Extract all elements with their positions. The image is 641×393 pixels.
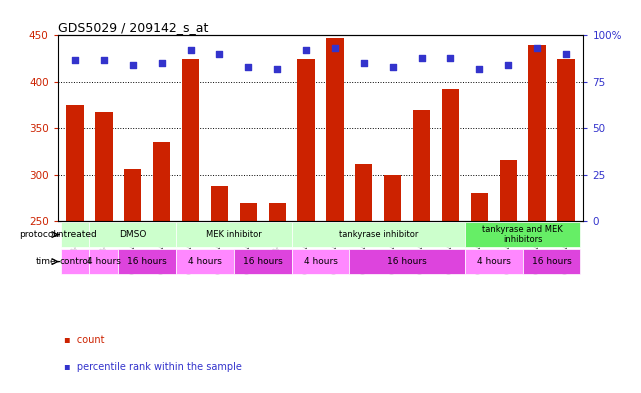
Text: time: time: [36, 257, 56, 266]
Text: DMSO: DMSO: [119, 230, 146, 239]
Point: [503, 62, 513, 68]
Bar: [176, 222, 292, 247]
Bar: [297, 59, 315, 221]
Point: [185, 47, 196, 53]
Bar: [292, 222, 465, 247]
Text: tankyrase and MEK
inhibitors: tankyrase and MEK inhibitors: [482, 225, 563, 244]
Point: [474, 66, 485, 72]
Point: [128, 62, 138, 68]
Bar: [90, 222, 176, 247]
Bar: [182, 59, 199, 221]
Text: GDS5029 / 209142_s_at: GDS5029 / 209142_s_at: [58, 21, 208, 34]
Text: tankyrase inhibitor: tankyrase inhibitor: [338, 230, 418, 239]
Bar: [465, 250, 522, 274]
Point: [330, 45, 340, 51]
Bar: [499, 160, 517, 221]
Text: ▪  count: ▪ count: [64, 335, 104, 345]
Bar: [269, 202, 286, 221]
Text: ▪  percentile rank within the sample: ▪ percentile rank within the sample: [64, 362, 242, 373]
Bar: [413, 110, 430, 221]
Bar: [528, 45, 545, 221]
Text: untreated: untreated: [53, 230, 97, 239]
Point: [532, 45, 542, 51]
Bar: [292, 250, 349, 274]
Bar: [67, 105, 84, 221]
Text: 16 hours: 16 hours: [387, 257, 427, 266]
Point: [561, 51, 571, 57]
Bar: [240, 202, 257, 221]
Point: [301, 47, 311, 53]
Text: MEK inhibitor: MEK inhibitor: [206, 230, 262, 239]
Point: [70, 56, 80, 62]
Bar: [326, 38, 344, 221]
Point: [99, 56, 109, 62]
Bar: [355, 163, 372, 221]
Bar: [119, 250, 176, 274]
Text: control: control: [59, 257, 91, 266]
Bar: [470, 193, 488, 221]
Bar: [153, 142, 171, 221]
Text: 4 hours: 4 hours: [188, 257, 222, 266]
Bar: [176, 250, 234, 274]
Text: 4 hours: 4 hours: [304, 257, 337, 266]
Bar: [124, 169, 142, 221]
Bar: [442, 89, 459, 221]
Bar: [61, 250, 90, 274]
Point: [214, 51, 224, 57]
Point: [445, 55, 456, 61]
Bar: [234, 250, 292, 274]
Text: 4 hours: 4 hours: [87, 257, 121, 266]
Bar: [96, 112, 113, 221]
Bar: [522, 250, 580, 274]
Bar: [211, 186, 228, 221]
Text: 16 hours: 16 hours: [243, 257, 283, 266]
Point: [156, 60, 167, 66]
Text: 16 hours: 16 hours: [531, 257, 571, 266]
Bar: [90, 250, 119, 274]
Bar: [384, 174, 401, 221]
Point: [272, 66, 282, 72]
Point: [243, 64, 253, 70]
Text: 16 hours: 16 hours: [128, 257, 167, 266]
Point: [359, 60, 369, 66]
Text: 4 hours: 4 hours: [477, 257, 511, 266]
Text: protocol: protocol: [19, 230, 56, 239]
Bar: [465, 222, 580, 247]
Bar: [349, 250, 465, 274]
Bar: [61, 222, 90, 247]
Bar: [557, 59, 574, 221]
Point: [417, 55, 427, 61]
Point: [388, 64, 398, 70]
